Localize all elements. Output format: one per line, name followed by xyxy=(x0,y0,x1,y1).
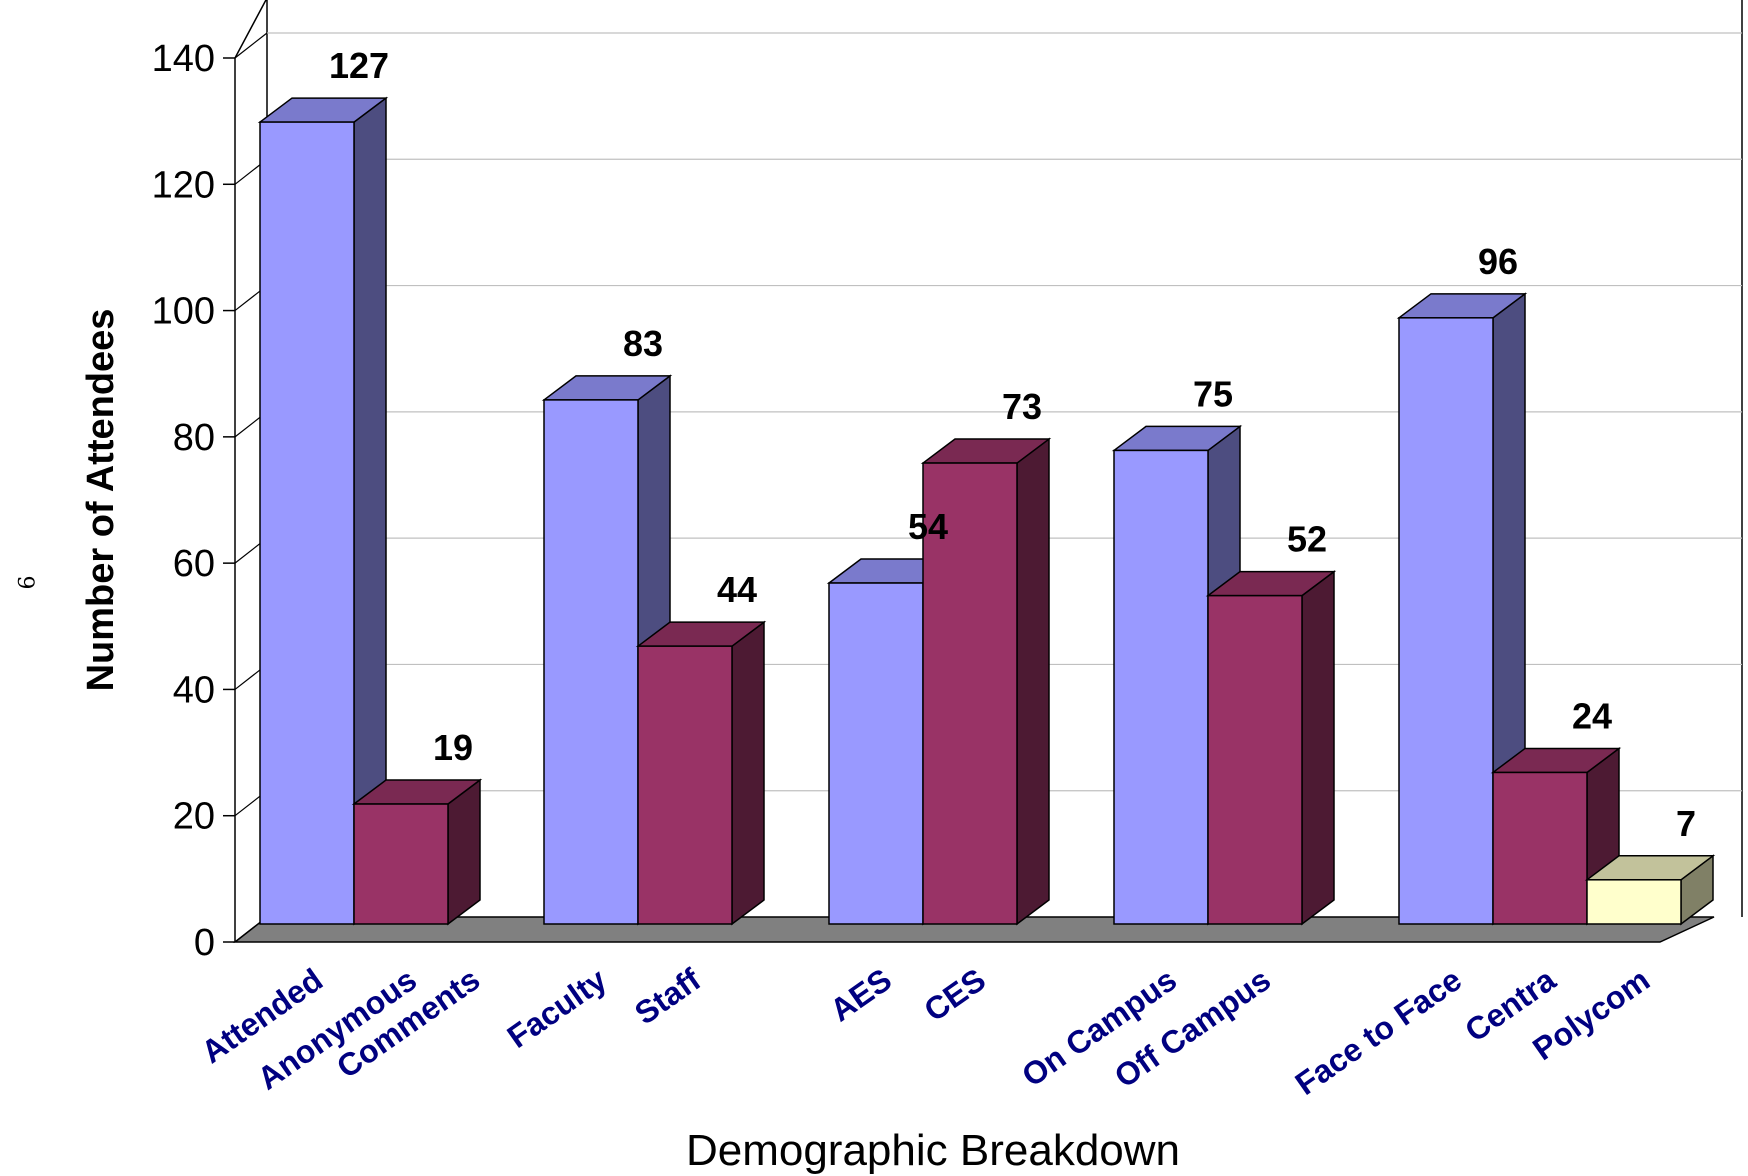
data-label: 96 xyxy=(1478,241,1518,282)
bar-front xyxy=(1586,879,1682,925)
bar-front xyxy=(1207,594,1303,925)
x-tick-label: AES xyxy=(823,961,898,1028)
y-tick-label: 60 xyxy=(173,543,215,585)
data-label: 127 xyxy=(329,45,389,86)
x-axis-title: Demographic Breakdown xyxy=(686,1126,1180,1175)
x-tick-label: CES xyxy=(917,961,992,1028)
y-axis-title: Number of Attendees xyxy=(80,309,122,692)
y-tick-label: 80 xyxy=(173,417,215,459)
x-tick-label: Face to Face xyxy=(1289,961,1468,1102)
bar-front xyxy=(1113,449,1209,925)
data-label: 54 xyxy=(908,506,948,547)
y-tick-label: 100 xyxy=(152,291,215,333)
data-label: 73 xyxy=(1002,386,1042,427)
x-tick-label: Staff xyxy=(628,961,707,1031)
bar-ces xyxy=(920,437,1052,926)
data-label: 52 xyxy=(1287,519,1327,560)
bar-front xyxy=(353,803,449,925)
data-label: 44 xyxy=(717,569,757,610)
y-axis-ticks: 0 20 40 60 80 100 120 140 xyxy=(152,38,235,964)
bar-front xyxy=(543,399,639,925)
bar-face-to-face xyxy=(1396,292,1528,926)
bar-front xyxy=(922,462,1018,925)
bar-front xyxy=(1492,771,1588,925)
data-label: 75 xyxy=(1193,373,1233,414)
bar-front xyxy=(828,582,924,925)
bar-staff xyxy=(635,620,767,926)
y-tick-label: 40 xyxy=(173,669,215,711)
y-tick-label: 140 xyxy=(152,38,215,80)
bar-front xyxy=(259,121,355,925)
bar-off-campus xyxy=(1205,570,1337,926)
data-label: 19 xyxy=(433,727,473,768)
bar-polycom xyxy=(1584,854,1716,926)
bar-side xyxy=(1016,437,1050,926)
bar-anonymous-comments xyxy=(351,778,483,926)
y-tick-label: 120 xyxy=(152,164,215,206)
data-labels: 127 19 83 44 54 73 75 52 96 24 7 xyxy=(329,45,1696,844)
data-label: 24 xyxy=(1572,695,1612,736)
bar-side xyxy=(1301,570,1335,926)
x-tick-label: AnonymousComments xyxy=(251,931,486,1126)
bar-front xyxy=(637,645,733,925)
data-label: 83 xyxy=(623,323,663,364)
bar-front xyxy=(1398,317,1494,925)
gridline-side xyxy=(234,32,268,59)
bar-side xyxy=(447,778,481,926)
y-tick-label: 20 xyxy=(173,796,215,838)
data-label: 7 xyxy=(1676,803,1696,844)
bars xyxy=(257,96,1716,926)
x-tick-label: Faculty xyxy=(501,961,614,1055)
y-tick-label: 0 xyxy=(194,922,215,964)
bar-side xyxy=(731,620,765,926)
